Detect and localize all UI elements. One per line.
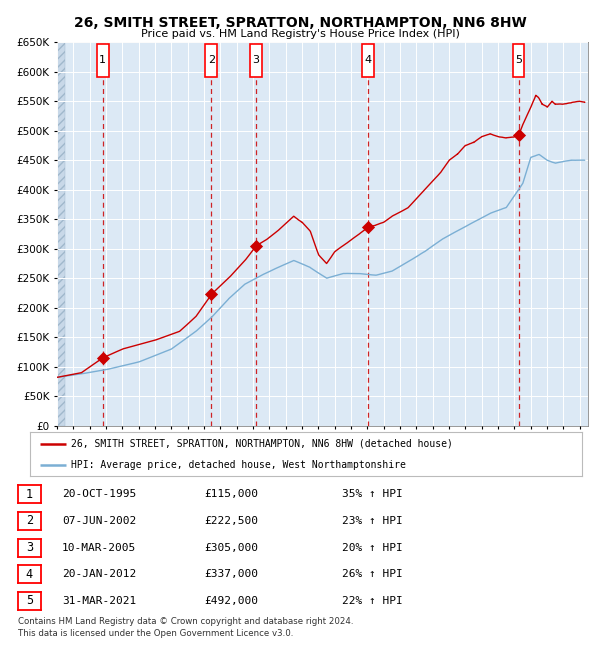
Bar [362,44,374,77]
Text: 4: 4 [365,55,372,66]
Text: 26, SMITH STREET, SPRATTON, NORTHAMPTON, NN6 8HW: 26, SMITH STREET, SPRATTON, NORTHAMPTON,… [74,16,526,31]
Text: 1: 1 [26,488,33,500]
Text: HPI: Average price, detached house, West Northamptonshire: HPI: Average price, detached house, West… [71,460,406,470]
Text: 1: 1 [99,55,106,66]
Text: 20-OCT-1995: 20-OCT-1995 [62,489,136,499]
Text: Price paid vs. HM Land Registry's House Price Index (HPI): Price paid vs. HM Land Registry's House … [140,29,460,39]
Text: 07-JUN-2002: 07-JUN-2002 [62,516,136,526]
Text: 3: 3 [253,55,260,66]
Bar [57,42,65,426]
Text: 26% ↑ HPI: 26% ↑ HPI [342,569,403,579]
Point [514,130,523,140]
Text: 2: 2 [208,55,215,66]
Text: £115,000: £115,000 [204,489,258,499]
Text: 35% ↑ HPI: 35% ↑ HPI [342,489,403,499]
Text: 23% ↑ HPI: 23% ↑ HPI [342,516,403,526]
Text: 22% ↑ HPI: 22% ↑ HPI [342,596,403,606]
Bar [250,44,262,77]
Text: £337,000: £337,000 [204,569,258,579]
Bar [97,44,109,77]
Text: 4: 4 [26,568,33,581]
Point [206,289,216,300]
Text: 5: 5 [515,55,522,66]
Text: 26, SMITH STREET, SPRATTON, NORTHAMPTON, NN6 8HW (detached house): 26, SMITH STREET, SPRATTON, NORTHAMPTON,… [71,439,453,449]
Text: 10-MAR-2005: 10-MAR-2005 [62,543,136,552]
Text: 3: 3 [26,541,33,554]
Bar [205,44,217,77]
Text: £492,000: £492,000 [204,596,258,606]
Text: 20% ↑ HPI: 20% ↑ HPI [342,543,403,552]
Text: 2: 2 [26,515,33,528]
Bar [57,42,65,426]
Point [251,240,261,251]
Point [364,222,373,232]
Text: £222,500: £222,500 [204,516,258,526]
Point [98,353,107,363]
Text: Contains HM Land Registry data © Crown copyright and database right 2024.
This d: Contains HM Land Registry data © Crown c… [18,617,353,638]
Bar [513,44,524,77]
Text: 31-MAR-2021: 31-MAR-2021 [62,596,136,606]
Text: 5: 5 [26,594,33,607]
Text: £305,000: £305,000 [204,543,258,552]
Text: 20-JAN-2012: 20-JAN-2012 [62,569,136,579]
